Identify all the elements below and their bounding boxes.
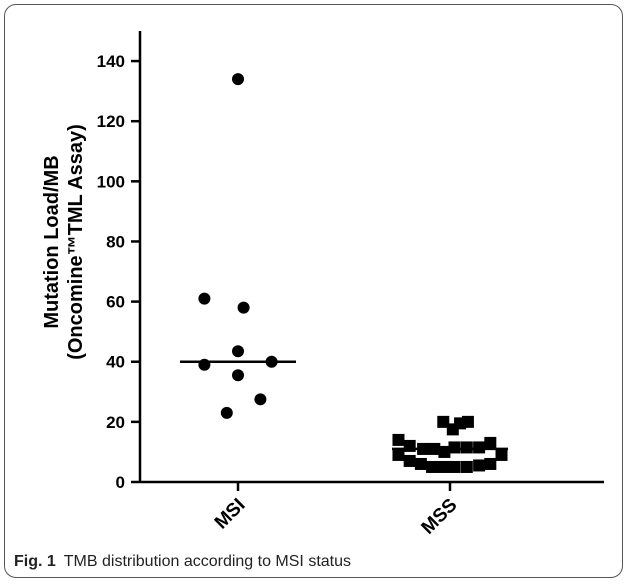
y-tick-label: 80 [106, 232, 125, 251]
mss-data-point [461, 415, 474, 428]
y-tick-label: 40 [106, 353, 125, 372]
msi-data-point [237, 301, 250, 314]
msi-data-point [254, 393, 267, 406]
y-tick-label: 140 [97, 52, 125, 71]
y-tick-label: 60 [106, 293, 125, 312]
x-tick-labels: MSI MSS [211, 495, 462, 539]
mss-data-point [426, 460, 439, 473]
y-tick-label: 20 [106, 413, 125, 432]
y-tick-label: 0 [116, 473, 125, 492]
mss-data-point [484, 436, 497, 449]
mss-data-point [460, 460, 473, 473]
mss-data-point [448, 441, 461, 454]
axes [131, 31, 604, 491]
msi-data-point [198, 292, 211, 305]
mss-data-point [473, 441, 486, 454]
mss-data-point [392, 433, 405, 446]
msi-data-point [232, 345, 244, 358]
mss-data-point [460, 441, 473, 454]
mss-data-point [414, 457, 427, 470]
mss-data-point [403, 454, 416, 467]
mss-data-point [495, 448, 508, 461]
x-tick-label: MSS [418, 495, 462, 539]
mss-data-point [473, 459, 486, 472]
msi-data-point [220, 406, 233, 419]
mss-data-point [392, 448, 405, 461]
figure-caption-text: TMB distribution according to MSI status [63, 553, 352, 570]
mss-data-point [437, 460, 450, 473]
y-axis-title-line1: Mutation Load/MB [41, 155, 63, 328]
y-tick-labels: 0 20 40 60 80 100 120 140 [97, 52, 125, 492]
msi-data-point [232, 73, 244, 86]
y-axis-title-line2: (Oncomine™TML Assay) [65, 124, 87, 360]
mss-data-point [448, 460, 461, 473]
median-lines [180, 360, 508, 451]
y-tick-label: 100 [97, 172, 125, 191]
data-points [198, 73, 508, 473]
y-tick-label: 120 [97, 112, 125, 131]
x-tick-label: MSI [211, 495, 250, 534]
msi-data-point [232, 369, 244, 382]
mss-data-point [484, 457, 497, 470]
mss-data-point [437, 415, 450, 428]
figure-label: Fig. 1 [14, 553, 56, 570]
figure-caption: Fig. 1 TMB distribution according to MSI … [14, 553, 351, 571]
